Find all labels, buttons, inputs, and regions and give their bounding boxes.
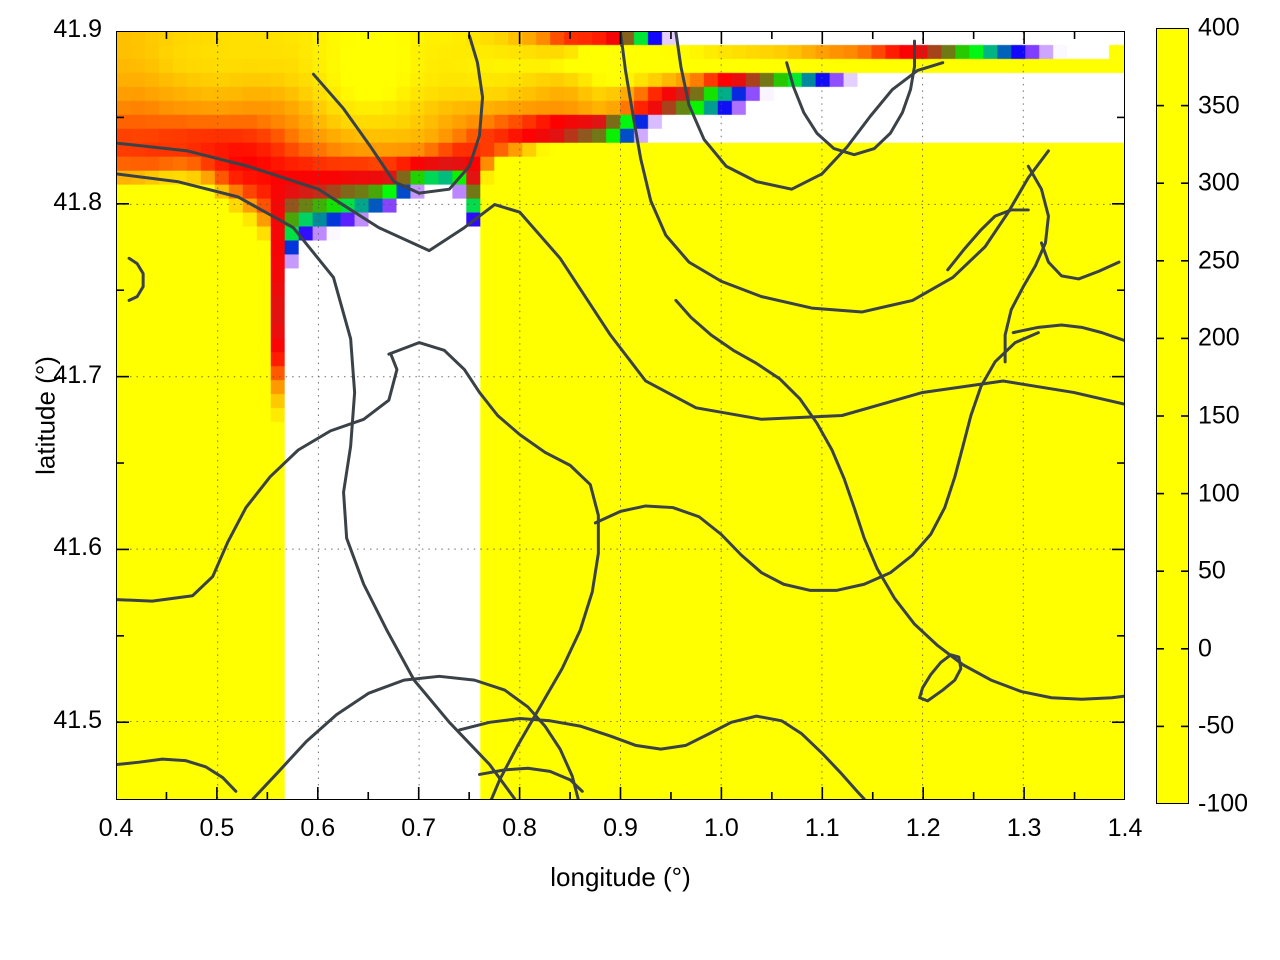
colorbar-tick-label: 300: [1198, 168, 1240, 197]
heatmap-raster: [117, 32, 1124, 799]
colorbar-tick-label: 350: [1198, 91, 1240, 120]
x-tick-label: 1.2: [905, 814, 941, 842]
y-tick-label: 41.5: [53, 706, 102, 735]
y-axis-label: latitude (°): [30, 356, 61, 475]
x-tick-label: 0.7: [401, 814, 437, 842]
y-tick-label: 41.7: [53, 360, 102, 389]
x-tick-label: 1.3: [1006, 814, 1042, 842]
colorbar-tick-label: 0: [1198, 634, 1212, 663]
colorbar-tick-label: -50: [1198, 711, 1235, 740]
colorbar-tick-label: 100: [1198, 479, 1240, 508]
plot-area: [116, 31, 1125, 800]
colorbar: -100 -50 0 50 100 150 200 250 300 350 400: [1156, 14, 1248, 818]
x-tick-label: 0.5: [199, 814, 235, 842]
colorbar-tick-label: 50: [1198, 556, 1226, 585]
y-tick-label: 41.9: [53, 15, 102, 43]
x-tick-label: 1.4: [1107, 814, 1143, 842]
x-tick-label: 0.4: [98, 814, 134, 842]
y-tick-label: 41.8: [53, 187, 102, 216]
colorbar-tick-label: 250: [1198, 246, 1240, 275]
x-tick-label: 1.1: [804, 814, 840, 842]
y-tick-label: 41.6: [53, 533, 102, 562]
colorbar-tick-label: 150: [1198, 401, 1240, 430]
colorbar-tick-label: -100: [1198, 789, 1249, 818]
colorbar-tick-label: 400: [1198, 13, 1240, 42]
colorbar-tick-label: 200: [1198, 323, 1240, 352]
colorbar-tick-marks: [1156, 104, 1189, 728]
x-tick-label: 0.8: [502, 814, 537, 842]
x-tick-label: 1.0: [704, 814, 739, 842]
x-tick-label: 0.9: [603, 814, 638, 842]
x-axis-label: longitude (°): [550, 862, 691, 892]
x-tick-label: 0.6: [300, 814, 336, 842]
